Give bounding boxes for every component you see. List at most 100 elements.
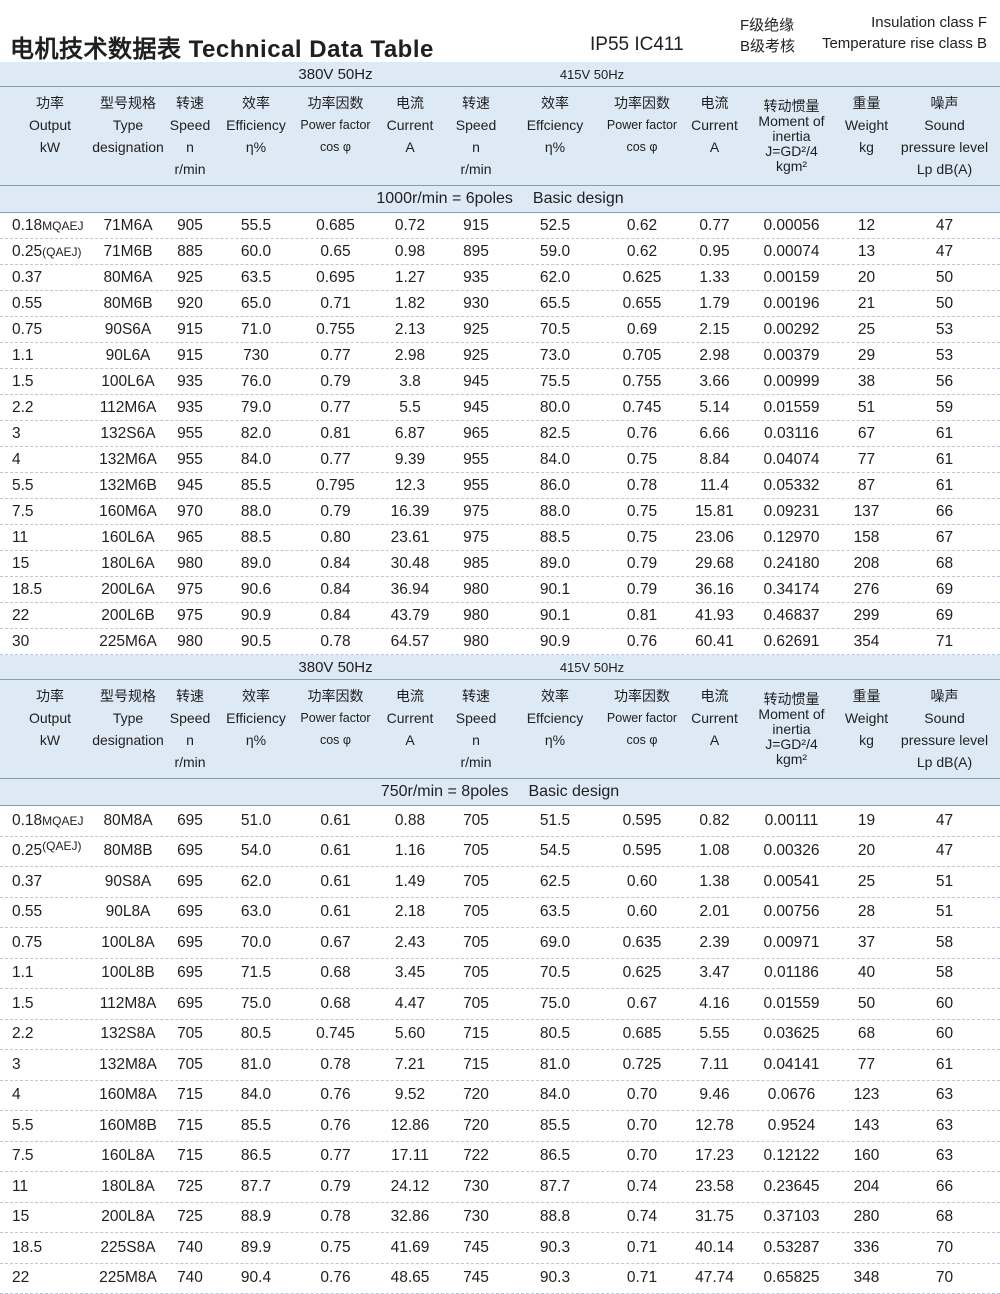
- efficiency-415-cell: 89.0: [505, 551, 605, 576]
- sound-cell: 69: [900, 577, 989, 602]
- speed-415-cell: 985: [447, 551, 505, 576]
- spacer: [0, 1081, 10, 1111]
- col-header-line: 转速: [176, 685, 204, 707]
- spacer: [0, 317, 10, 342]
- pf-415-cell: 0.69: [605, 317, 679, 342]
- current-380-cell: 1.49: [373, 867, 447, 897]
- current-380-cell: 2.18: [373, 898, 447, 928]
- efficiency-415-cell: 70.5: [505, 317, 605, 342]
- current-380-cell: 1.27: [373, 265, 447, 290]
- pf-380-cell: 0.76: [298, 1111, 373, 1141]
- col-header-line: 功率: [36, 92, 64, 114]
- col-header-line: 噪声: [931, 685, 959, 707]
- output-kw: 11: [10, 1172, 90, 1202]
- current-380-cell: 1.82: [373, 291, 447, 316]
- current-415-cell: 7.11: [679, 1050, 750, 1080]
- col-header-line: η%: [246, 729, 266, 751]
- pf-415-cell: 0.70: [605, 1142, 679, 1172]
- spacer: [0, 62, 10, 86]
- speed-380-cell: 725: [166, 1172, 214, 1202]
- efficiency-415-cell: 86.0: [505, 473, 605, 498]
- efficiency-380-cell: 54.0: [214, 837, 298, 867]
- col-header-line: Sound: [924, 114, 964, 136]
- current-415-cell: 8.84: [679, 447, 750, 472]
- output-kw: 1.1: [10, 959, 90, 989]
- current-380-cell: 2.13: [373, 317, 447, 342]
- design-label: Basic design: [533, 190, 624, 208]
- spacer: [0, 1233, 10, 1263]
- speed-poles-label: 750r/min = 8poles: [381, 783, 509, 801]
- speed-415-cell: 745: [447, 1264, 505, 1294]
- efficiency-415-cell: 80.0: [505, 395, 605, 420]
- speed-415-cell: 955: [447, 447, 505, 472]
- speed-415-cell: 965: [447, 421, 505, 446]
- pf-415-cell: 0.70: [605, 1081, 679, 1111]
- inertia-cell: 0.00111: [750, 806, 833, 836]
- current-380-cell: 1.16: [373, 837, 447, 867]
- sound-cell: 63: [900, 1111, 989, 1141]
- weight-cell: 37: [833, 928, 900, 958]
- type-designation: 71M6A: [90, 213, 166, 238]
- col-header-line: r/min: [460, 751, 491, 773]
- col-header-line: Speed: [170, 707, 210, 729]
- output-value: 0.18: [12, 217, 42, 235]
- col-header-line: Current: [387, 707, 434, 729]
- efficiency-380-cell: 63.0: [214, 898, 298, 928]
- pf-415-cell: 0.71: [605, 1264, 679, 1294]
- pf-380-cell: 0.71: [298, 291, 373, 316]
- output-kw: 2.2: [10, 1020, 90, 1050]
- current-380-cell: 12.86: [373, 1111, 447, 1141]
- current-415-cell: 23.06: [679, 525, 750, 550]
- current-415-cell: 40.14: [679, 1233, 750, 1263]
- speed-380-cell: 945: [166, 473, 214, 498]
- weight-cell: 51: [833, 395, 900, 420]
- speed-380-cell: 970: [166, 499, 214, 524]
- sound-cell: 51: [900, 898, 989, 928]
- pf-380-cell: 0.61: [298, 837, 373, 867]
- efficiency-415-cell: 84.0: [505, 1081, 605, 1111]
- col-header-line: Speed: [170, 114, 210, 136]
- pf-415-cell: 0.625: [605, 265, 679, 290]
- current-415-cell: 4.16: [679, 989, 750, 1019]
- speed-415-cell: 975: [447, 499, 505, 524]
- col-header-line: 电流: [396, 92, 424, 114]
- col-header-line: η%: [545, 729, 565, 751]
- current-415-cell: 15.81: [679, 499, 750, 524]
- speed-380-cell: 935: [166, 395, 214, 420]
- col-header-line: 转速: [462, 92, 490, 114]
- type-designation: 112M8A: [90, 989, 166, 1019]
- col-header-line: kg: [859, 729, 874, 751]
- col-header-line: A: [710, 136, 719, 158]
- efficiency-380-cell: 85.5: [214, 1111, 298, 1141]
- sound-cell: 71: [900, 629, 989, 654]
- output-value: 22: [12, 1269, 29, 1287]
- spacer: [0, 867, 10, 897]
- col-header-line: cos φ: [626, 729, 657, 751]
- spacer: [0, 551, 10, 576]
- weight-cell: 87: [833, 473, 900, 498]
- weight-cell: 20: [833, 837, 900, 867]
- spacer: [0, 1203, 10, 1233]
- speed-380-cell: 980: [166, 551, 214, 576]
- col-header-line: n: [186, 136, 194, 158]
- spacer: [0, 239, 10, 264]
- col-header-line: cos φ: [320, 729, 351, 751]
- current-380-cell: 23.61: [373, 525, 447, 550]
- pf-380-cell: 0.75: [298, 1233, 373, 1263]
- pf-415-cell: 0.60: [605, 867, 679, 897]
